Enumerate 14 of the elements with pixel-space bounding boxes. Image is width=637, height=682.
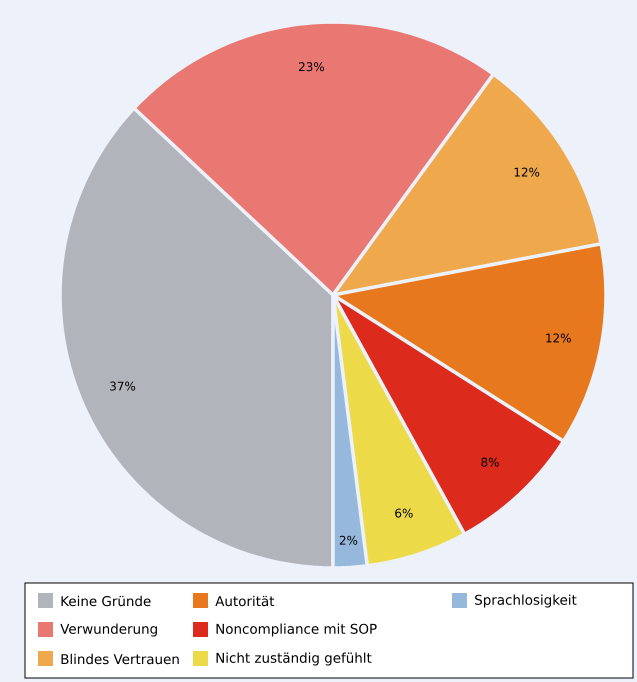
legend-label: Nicht zuständig gefühlt bbox=[216, 652, 372, 666]
legend-label: Autorität bbox=[215, 596, 274, 606]
legend-label: Blindes Vertrauen bbox=[62, 654, 179, 664]
data-label: 12% bbox=[514, 168, 540, 177]
data-label: 23% bbox=[299, 62, 324, 72]
legend-label: Sprachlosigkeit bbox=[475, 594, 577, 608]
data-label: 8% bbox=[481, 458, 499, 467]
data-label: 2% bbox=[340, 536, 358, 545]
data-label: 12% bbox=[546, 333, 571, 342]
legend-label: Keine Gründe bbox=[62, 596, 151, 606]
data-label: 37% bbox=[110, 382, 136, 391]
legend-label: Noncompliance mit SOP bbox=[216, 623, 377, 637]
data-label: 6% bbox=[395, 508, 413, 518]
legend-label: Verwunderung bbox=[60, 623, 157, 637]
